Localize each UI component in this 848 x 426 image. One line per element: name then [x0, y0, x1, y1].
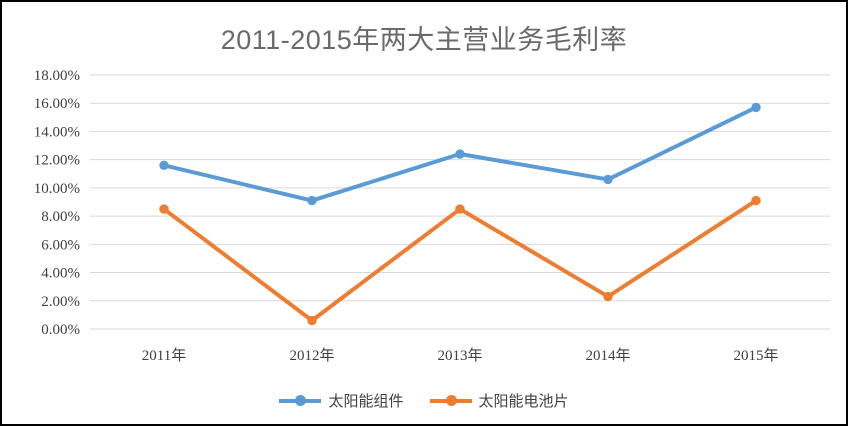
legend-item: 太阳能组件 — [279, 390, 404, 411]
x-axis-tick-label: 2011年 — [142, 347, 186, 364]
y-axis-tick-label: 6.00% — [41, 237, 80, 253]
data-point-marker — [455, 204, 465, 214]
x-axis-tick-label: 2013年 — [437, 347, 482, 364]
legend-item: 太阳能电池片 — [429, 390, 569, 411]
y-axis-tick-label: 2.00% — [41, 294, 80, 310]
y-axis-tick-label: 12.00% — [34, 153, 80, 169]
series-line — [162, 198, 758, 323]
legend: 太阳能组件 太阳能电池片 — [2, 390, 846, 411]
data-point-marker — [307, 195, 317, 206]
data-point-marker — [603, 174, 613, 185]
legend-label: 太阳能电池片 — [478, 394, 569, 410]
chart-title: 2011-2015年两大主营业务毛利率 — [220, 25, 628, 55]
y-axis-tick-label: 10.00% — [34, 181, 80, 197]
x-axis-tick-label: 2014年 — [585, 347, 630, 364]
y-axis-tick-label: 16.00% — [34, 96, 80, 112]
data-point-marker — [307, 315, 317, 326]
y-axis-tick-label: 18.00% — [34, 68, 80, 84]
x-axis-tick-label: 2012年 — [289, 347, 334, 364]
data-point-marker — [455, 149, 465, 159]
data-point-marker — [159, 160, 169, 171]
data-point-marker — [603, 291, 613, 302]
y-axis-tick-label: 8.00% — [41, 209, 80, 225]
y-axis-tick-label: 0.00% — [41, 322, 80, 338]
y-axis-tick-label: 14.00% — [34, 124, 80, 140]
legend-dot-icon — [295, 395, 307, 406]
x-axis-tick-label: 2015年 — [733, 347, 778, 364]
data-point-marker — [751, 195, 761, 206]
legend-line-marker-icon — [429, 395, 472, 406]
legend-line-marker-icon — [279, 395, 322, 406]
legend-label: 太阳能组件 — [328, 394, 404, 410]
data-point-marker — [159, 204, 169, 214]
legend-dot-icon — [445, 395, 457, 406]
data-point-marker — [751, 102, 761, 113]
y-axis-tick-label: 4.00% — [41, 266, 80, 282]
